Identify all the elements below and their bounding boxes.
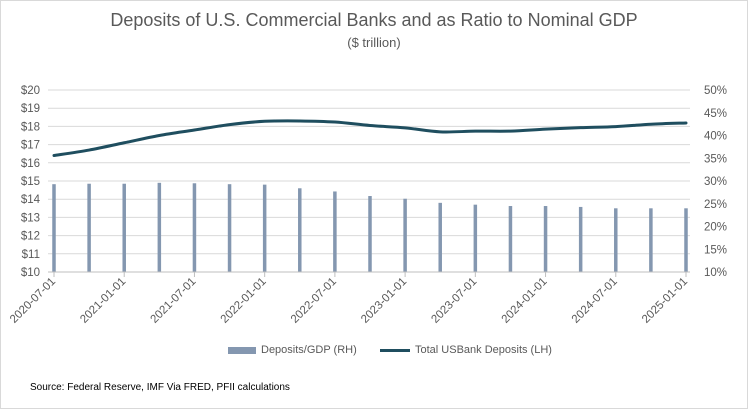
- left-axis-tick-label: $20: [21, 85, 40, 97]
- legend-item-deposits-gdp: Deposits/GDP (RH): [228, 344, 357, 356]
- bar: [473, 204, 478, 272]
- bar: [368, 196, 372, 272]
- bar: [684, 208, 688, 272]
- right-axis-tick-label: 35%: [704, 153, 727, 165]
- chart-title: Deposits of U.S. Commercial Banks and as…: [110, 10, 638, 30]
- x-axis-tick-label: 2021-01-01: [78, 276, 128, 326]
- bar: [192, 183, 197, 272]
- left-axis-tick-label: $10: [21, 267, 40, 279]
- left-axis-tick-label: $17: [21, 140, 40, 152]
- right-axis-tick-label: 25%: [704, 199, 727, 211]
- bar: [578, 206, 583, 272]
- bar: [157, 182, 162, 272]
- right-axis-tick-label: 20%: [704, 222, 727, 234]
- bar: [122, 183, 126, 272]
- bar: [543, 206, 548, 272]
- right-axis-tick-label: 15%: [704, 244, 727, 256]
- line-series: [52, 119, 688, 158]
- bar: [298, 188, 302, 272]
- left-axis-tick-label: $12: [21, 231, 40, 243]
- left-axis-tick-label: $16: [21, 158, 40, 170]
- bar: [614, 208, 618, 272]
- x-axis-tick-label: 2024-01-01: [500, 276, 550, 326]
- x-axis-ticks: 2020-07-01 2021-01-01 2021-07-01 2022-01-01…: [8, 271, 690, 326]
- x-axis-tick-label: 2021-07-01: [148, 276, 198, 326]
- x-axis-tick-label: 2025-01-01: [640, 276, 690, 326]
- legend-label-total-deposits: Total USBank Deposits (LH): [415, 344, 552, 356]
- bar: [438, 202, 442, 272]
- right-axis-ticks: 10% 15% 20% 25% 30% 35% 40% 45% 50%: [704, 85, 727, 279]
- left-axis-tick-label: $14: [21, 194, 41, 206]
- legend-label-deposits-gdp: Deposits/GDP (RH): [261, 344, 357, 356]
- right-axis-tick-label: 40%: [704, 131, 727, 143]
- x-axis-tick-label: 2023-07-01: [429, 276, 479, 326]
- legend-line-swatch: [380, 348, 410, 352]
- legend: Deposits/GDP (RH) Total USBank Deposits …: [0, 344, 748, 360]
- legend-bar-swatch: [228, 346, 256, 354]
- chart-subtitle: ($ trillion): [347, 35, 401, 50]
- left-axis-ticks: $10 $11 $12 $13 $14 $15 $16 $17 $18 $19 $20: [21, 85, 41, 279]
- source-note: Source: Federal Reserve, IMF Via FRED, P…: [30, 382, 290, 393]
- bar: [649, 208, 653, 272]
- right-axis-tick-label: 30%: [704, 176, 727, 188]
- left-axis-tick-label: $19: [21, 103, 40, 115]
- bar: [52, 184, 56, 272]
- right-axis-tick-label: 50%: [704, 85, 727, 97]
- bar: [227, 184, 232, 272]
- right-axis-tick-label: 45%: [704, 108, 727, 120]
- bar: [403, 198, 407, 272]
- x-axis-tick-label: 2022-01-01: [219, 276, 269, 326]
- bar: [262, 184, 267, 272]
- x-axis-tick-label: 2024-07-01: [570, 276, 620, 326]
- bar: [87, 183, 91, 272]
- legend-item-total-deposits: Total USBank Deposits (LH): [380, 344, 552, 356]
- left-axis-tick-label: $18: [21, 121, 40, 133]
- bar: [508, 206, 513, 272]
- right-axis-tick-label: 10%: [704, 267, 727, 279]
- left-axis-tick-label: $11: [22, 249, 40, 261]
- left-axis-tick-label: $15: [21, 176, 40, 188]
- x-axis-tick-label: 2022-07-01: [289, 276, 339, 326]
- deposits-line: [52, 119, 688, 158]
- x-axis-tick-label: 2020-07-01: [8, 276, 58, 326]
- left-axis-tick-label: $13: [21, 212, 40, 224]
- bar-series: [52, 182, 688, 272]
- x-axis-tick-label: 2023-01-01: [359, 276, 409, 326]
- bar: [333, 191, 337, 272]
